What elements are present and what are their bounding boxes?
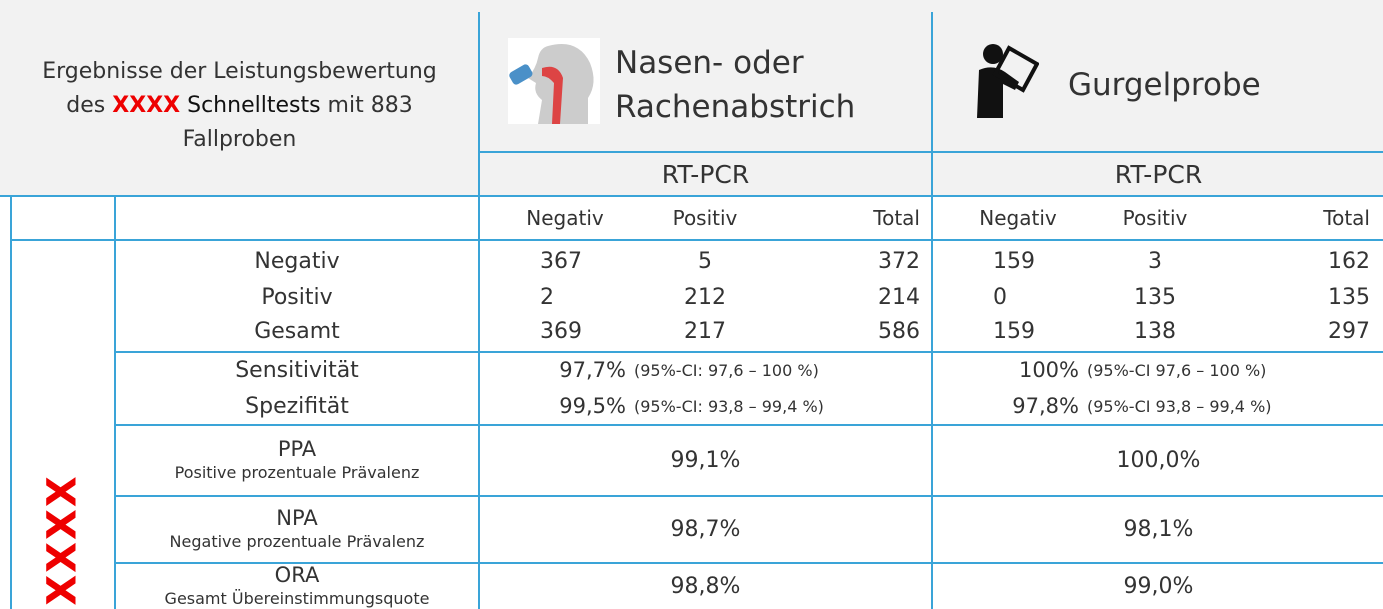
stat-value: 97,7% (480, 352, 626, 388)
column-header: Positiv (640, 197, 770, 239)
stat-ci: (95%-CI 97,6 – 100 %) (1087, 352, 1377, 388)
row-title: ORA (275, 563, 320, 587)
row-label: Negativ (116, 244, 478, 279)
text: Schnelltests (187, 93, 320, 118)
count-cell: 159 (953, 244, 1083, 279)
count-cell: 297 (1240, 314, 1370, 349)
stat-ci: (95%-CI 93,8 – 99,4 %) (1087, 388, 1377, 424)
method-name-line: Rachenabstrich (615, 85, 855, 129)
row-title: PPA (278, 437, 316, 461)
stat-value: 100% (933, 352, 1079, 388)
column-header: Negativ (953, 197, 1083, 239)
brand: XXXX (112, 93, 180, 118)
agreement-value: 100,0% (933, 426, 1383, 495)
intro-line: des XXXX Schnelltests mit 883 (0, 89, 479, 123)
stat-value: 97,8% (933, 388, 1079, 424)
count-cell: 367 (500, 244, 630, 279)
reference: RT-PCR (480, 153, 931, 195)
method-name: Gurgelprobe (1068, 30, 1368, 140)
count-cell: 586 (790, 314, 920, 349)
row-description: Negative prozentuale Prävalenz (170, 530, 425, 554)
column-header: Positiv (1090, 197, 1220, 239)
row-label: Spezifität (116, 388, 478, 424)
method-name-line: Nasen- oder (615, 41, 804, 85)
count-cell: 369 (500, 314, 630, 349)
method-name-line: Gurgelprobe (1068, 63, 1261, 107)
count-cell: 212 (640, 280, 770, 315)
reference: RT-PCR (933, 153, 1383, 195)
page: Ergebnisse der Leistungsbewertung des XX… (0, 0, 1383, 609)
agreement-value: 99,1% (480, 426, 931, 495)
agreement-value: 98,8% (480, 564, 931, 609)
count-cell: 135 (1240, 280, 1370, 315)
gargle-icon (975, 42, 1039, 118)
column-header: Negativ (500, 197, 630, 239)
rule (10, 239, 1383, 241)
column-header: Total (790, 197, 920, 239)
intro: Ergebnisse der Leistungsbewertung des XX… (0, 55, 479, 157)
swab-icon (508, 38, 600, 124)
row-label: Sensitivität (116, 352, 478, 388)
column-header: Total (1240, 197, 1370, 239)
count-cell: 135 (1090, 280, 1220, 315)
count-cell: 3 (1090, 244, 1220, 279)
agreement-value: 98,7% (480, 497, 931, 562)
text: des (66, 93, 105, 118)
row-group: XXXX (10, 470, 115, 609)
stat-ci: (95%-CI: 97,6 – 100 %) (634, 352, 924, 388)
intro-line: Fallproben (0, 123, 479, 157)
agreement-value: 98,1% (933, 497, 1383, 562)
count-cell: 214 (790, 280, 920, 315)
row-label: Gesamt (116, 314, 478, 349)
row-label: Positiv (116, 280, 478, 315)
row-description: Positive prozentuale Prävalenz (175, 461, 420, 485)
count-cell: 372 (790, 244, 920, 279)
row-group-label: XXXX (40, 474, 86, 605)
row-description: Gesamt Übereinstimmungsquote (165, 587, 430, 609)
stat-value: 99,5% (480, 388, 626, 424)
intro-line: Ergebnisse der Leistungsbewertung (0, 55, 479, 89)
count-cell: 5 (640, 244, 770, 279)
count-cell: 162 (1240, 244, 1370, 279)
count-cell: 2 (500, 280, 630, 315)
stat-ci: (95%-CI: 93,8 – 99,4 %) (634, 388, 924, 424)
count-cell: 0 (953, 280, 1083, 315)
row-title: NPA (276, 506, 317, 530)
agreement-value: 99,0% (933, 564, 1383, 609)
count-cell: 159 (953, 314, 1083, 349)
rule (10, 195, 12, 609)
text: mit 883 (328, 93, 413, 118)
count-cell: 217 (640, 314, 770, 349)
count-cell: 138 (1090, 314, 1220, 349)
